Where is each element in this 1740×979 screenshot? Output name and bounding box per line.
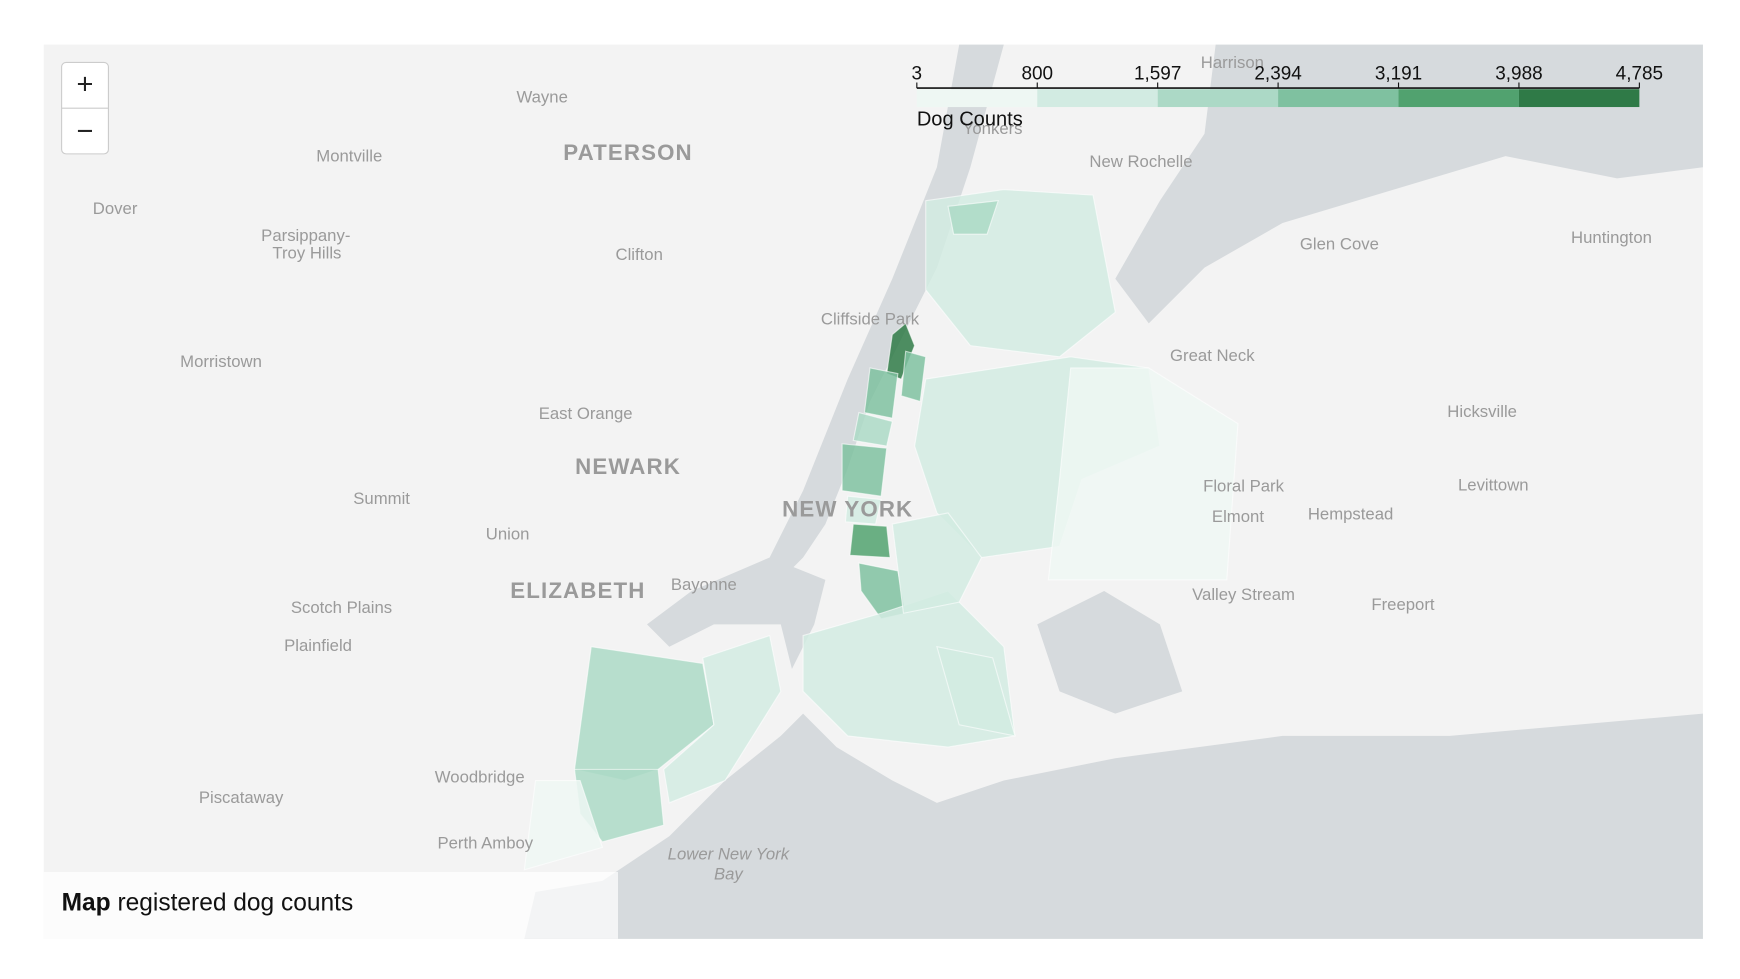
legend-swatch bbox=[1037, 89, 1158, 108]
legend-swatch bbox=[1518, 89, 1640, 108]
legend-tick-label: 800 bbox=[1021, 64, 1053, 85]
place-label: Huntington bbox=[1571, 228, 1652, 247]
place-label: New Rochelle bbox=[1089, 152, 1192, 171]
region bbox=[852, 411, 893, 447]
place-label: Montville bbox=[316, 147, 382, 166]
place-label: Glen Cove bbox=[1300, 235, 1379, 254]
zoom-in[interactable]: + bbox=[77, 69, 94, 101]
caption-bold: Map bbox=[62, 890, 111, 917]
place-label: Floral Park bbox=[1203, 477, 1284, 496]
legend-tick-label: 3,988 bbox=[1495, 64, 1542, 85]
place-label: Great Neck bbox=[1170, 346, 1255, 365]
place-label: Plainfield bbox=[284, 636, 352, 655]
place-label: Levittown bbox=[1458, 476, 1529, 495]
place-label: Harrison bbox=[1201, 53, 1264, 72]
place-label: Elmont bbox=[1212, 507, 1264, 526]
caption-text: registered dog counts bbox=[117, 890, 353, 917]
place-label: Valley Stream bbox=[1192, 585, 1295, 604]
region bbox=[663, 634, 782, 804]
place-label: Clifton bbox=[615, 245, 662, 264]
caption: Map registered dog counts bbox=[62, 890, 354, 917]
place-label: Bay bbox=[714, 865, 744, 884]
place-label: Union bbox=[486, 525, 530, 544]
region bbox=[900, 350, 927, 403]
zoom-out[interactable]: − bbox=[77, 115, 94, 147]
place-label: Scotch Plains bbox=[291, 598, 392, 617]
place-label: Yonkers bbox=[963, 119, 1023, 138]
legend-tick-label: 3 bbox=[912, 64, 923, 85]
region bbox=[844, 495, 882, 525]
place-label: Morristown bbox=[180, 352, 262, 371]
place-label: Cliffside Park bbox=[821, 309, 920, 328]
place-label: Lower New York bbox=[668, 845, 791, 864]
legend: Dog Counts 3 800 1,597 2,394 3,191 3,988 4,785 bbox=[912, 64, 1664, 131]
legend-tick-label: 4,785 bbox=[1616, 64, 1663, 85]
place-label: Troy Hills bbox=[272, 244, 341, 263]
legend-swatch bbox=[916, 89, 1038, 108]
region bbox=[841, 443, 888, 497]
legend-tick-label: 1,597 bbox=[1134, 64, 1181, 85]
place-label: Perth Amboy bbox=[437, 834, 533, 853]
region bbox=[863, 367, 899, 419]
legend-title: Dog Counts bbox=[917, 109, 1023, 131]
place-label: Woodbridge bbox=[435, 768, 525, 787]
region bbox=[936, 645, 1016, 737]
place-label: Bayonne bbox=[671, 575, 737, 594]
region bbox=[523, 779, 604, 871]
place-label: Parsippany- bbox=[261, 226, 350, 245]
region bbox=[849, 523, 891, 559]
legend-tick-label: 3,191 bbox=[1375, 64, 1422, 85]
place-labels: Wayne PATERSON Montville Dover Parsippany-Tr… bbox=[93, 53, 1652, 884]
place-label: Hicksville bbox=[1447, 402, 1517, 421]
place-label: Hempstead bbox=[1308, 505, 1394, 524]
region bbox=[1047, 367, 1239, 581]
caption-box bbox=[43, 871, 619, 939]
legend-tick-label: 2,394 bbox=[1254, 64, 1301, 85]
place-label: ELIZABETH bbox=[510, 578, 645, 603]
place-label: East Orange bbox=[539, 404, 633, 423]
legend-swatch bbox=[1398, 89, 1519, 108]
place-label: Dover bbox=[93, 199, 138, 218]
place-label: NEW YORK bbox=[782, 497, 913, 522]
regions bbox=[523, 188, 1239, 871]
place-label: PATERSON bbox=[563, 140, 693, 165]
place-label: Wayne bbox=[516, 88, 567, 107]
region bbox=[947, 200, 1000, 235]
place-label: Freeport bbox=[1371, 595, 1435, 614]
legend-swatch bbox=[1278, 89, 1399, 108]
water bbox=[524, 44, 1703, 939]
zoom-control: + − bbox=[61, 61, 109, 155]
legend-swatch bbox=[1157, 89, 1279, 108]
region bbox=[891, 512, 983, 614]
place-label: Piscataway bbox=[199, 788, 284, 807]
place-label: Summit bbox=[353, 489, 410, 508]
place-label: NEWARK bbox=[575, 454, 681, 479]
